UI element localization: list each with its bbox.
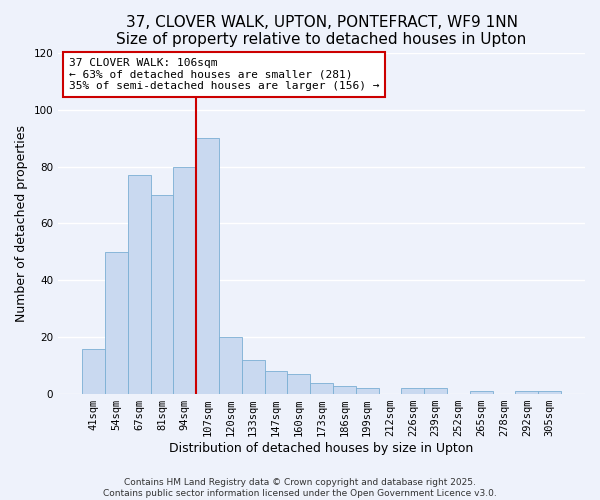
Bar: [310, 382, 333, 394]
Bar: [287, 374, 310, 394]
X-axis label: Distribution of detached houses by size in Upton: Distribution of detached houses by size …: [169, 442, 474, 455]
Bar: [196, 138, 219, 394]
Bar: [242, 360, 265, 394]
Bar: [105, 252, 128, 394]
Bar: [265, 372, 287, 394]
Text: Contains HM Land Registry data © Crown copyright and database right 2025.
Contai: Contains HM Land Registry data © Crown c…: [103, 478, 497, 498]
Bar: [401, 388, 424, 394]
Bar: [470, 391, 493, 394]
Bar: [82, 348, 105, 394]
Bar: [424, 388, 447, 394]
Bar: [515, 391, 538, 394]
Bar: [128, 175, 151, 394]
Bar: [333, 386, 356, 394]
Title: 37, CLOVER WALK, UPTON, PONTEFRACT, WF9 1NN
Size of property relative to detache: 37, CLOVER WALK, UPTON, PONTEFRACT, WF9 …: [116, 15, 527, 48]
Bar: [219, 337, 242, 394]
Bar: [151, 195, 173, 394]
Bar: [356, 388, 379, 394]
Y-axis label: Number of detached properties: Number of detached properties: [15, 125, 28, 322]
Bar: [538, 391, 561, 394]
Text: 37 CLOVER WALK: 106sqm
← 63% of detached houses are smaller (281)
35% of semi-de: 37 CLOVER WALK: 106sqm ← 63% of detached…: [69, 58, 379, 91]
Bar: [173, 166, 196, 394]
